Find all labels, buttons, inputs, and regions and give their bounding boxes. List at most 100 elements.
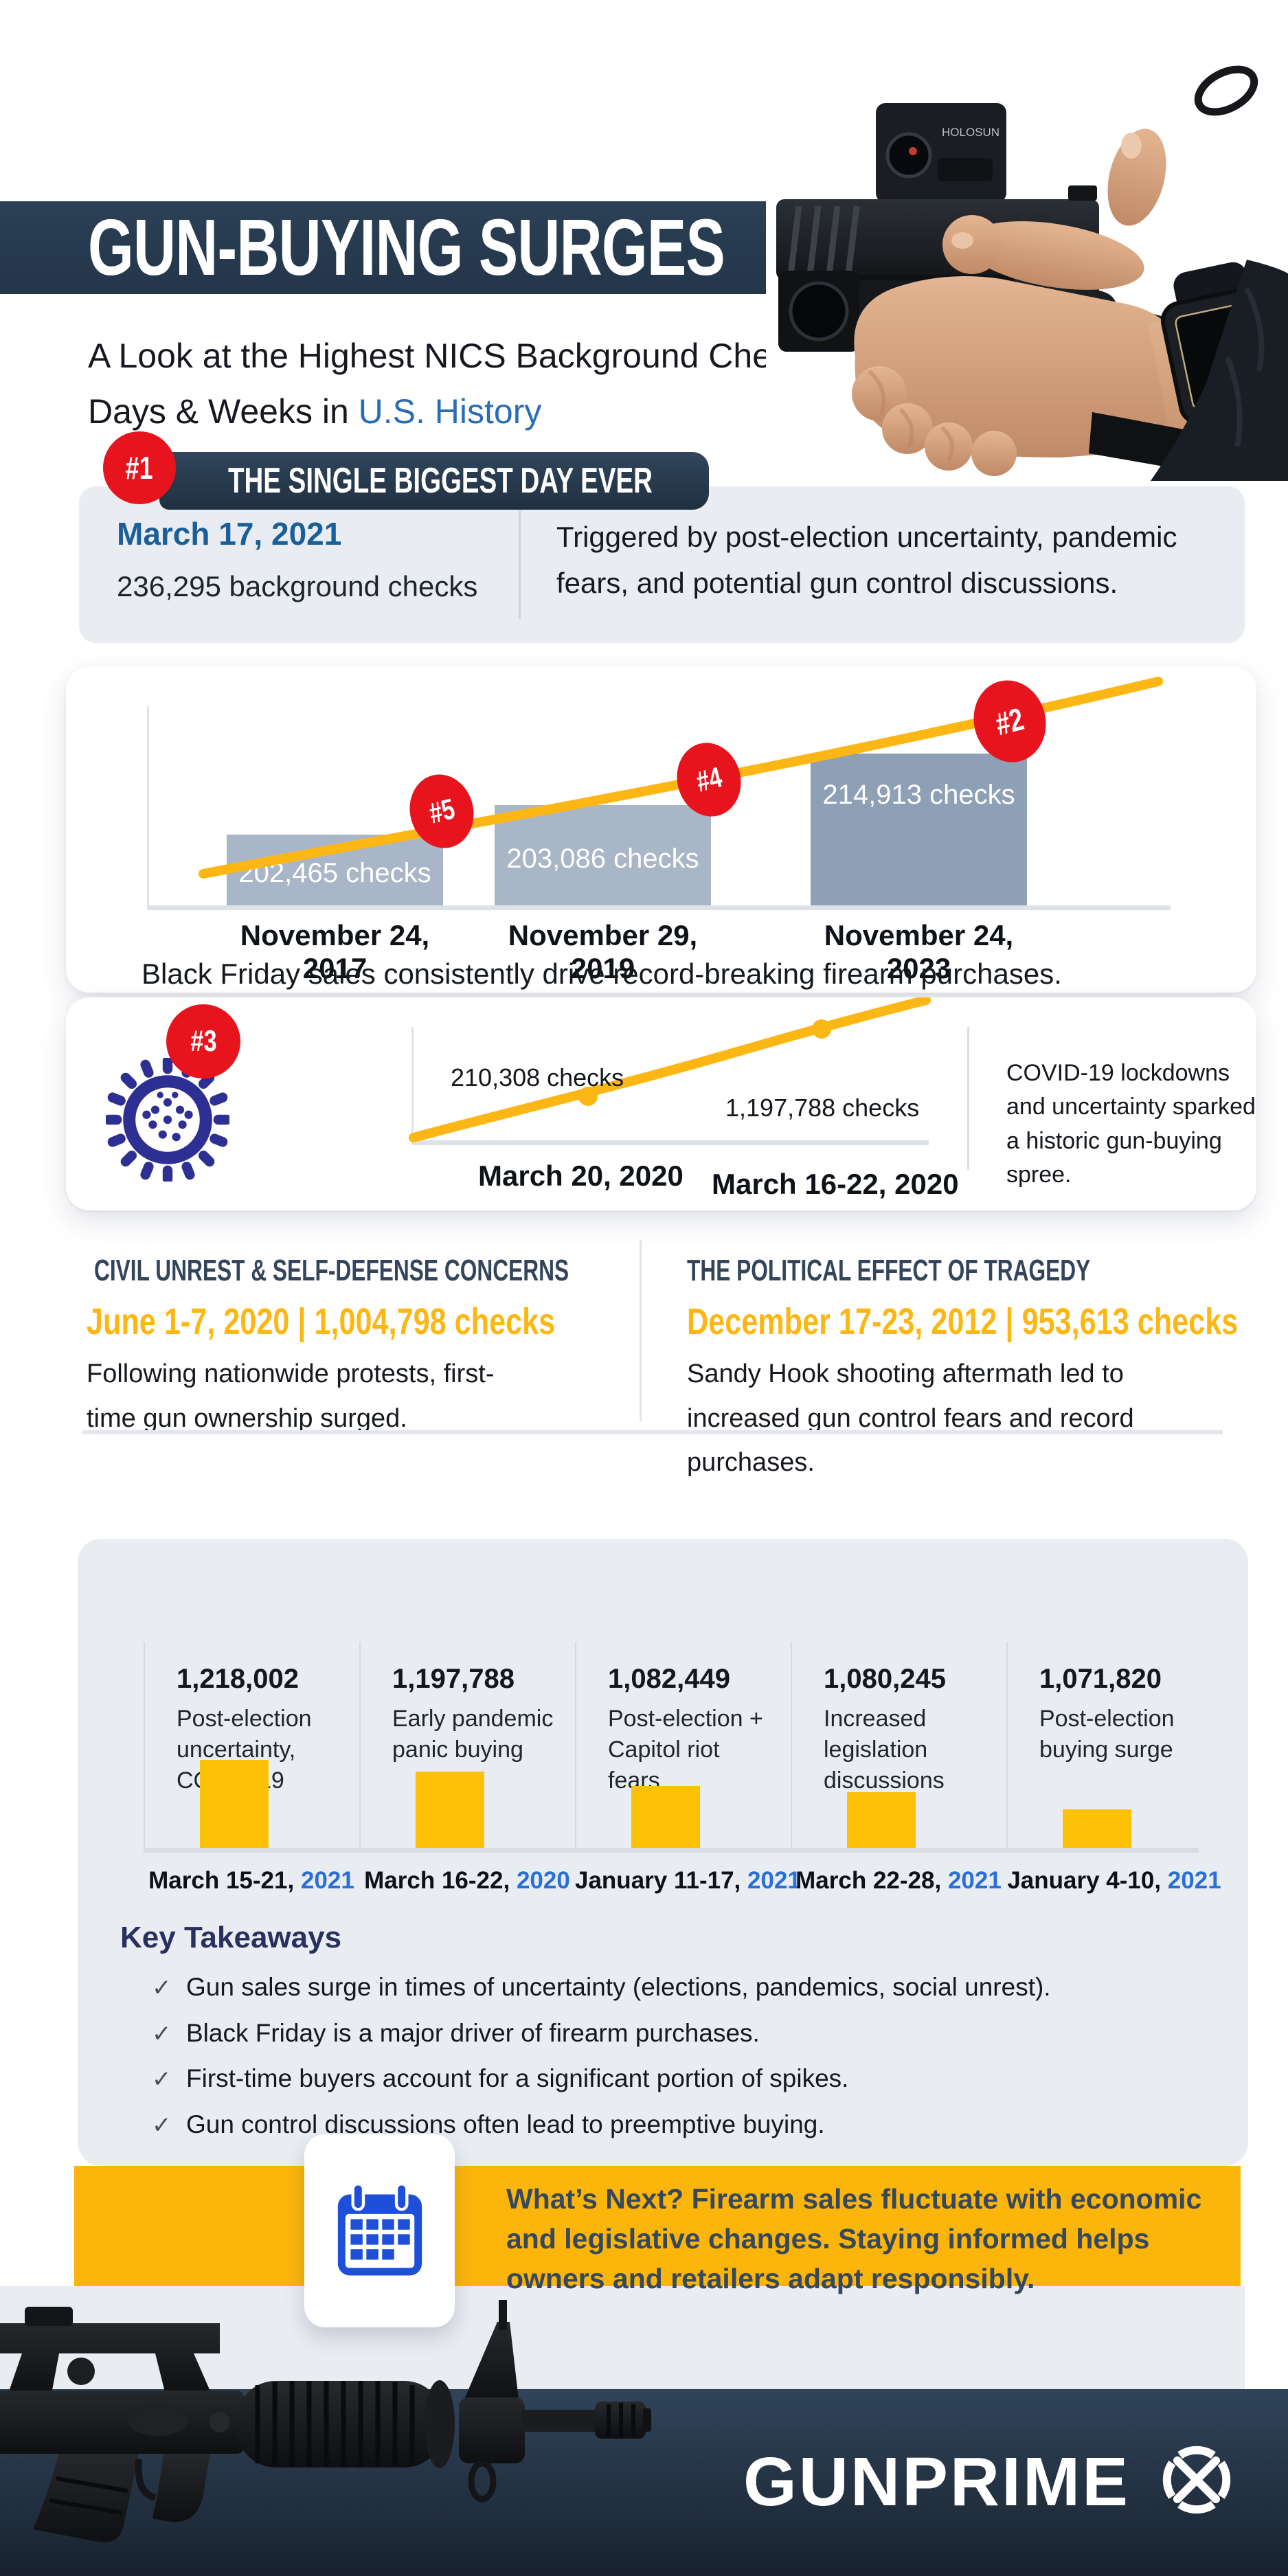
event2-heading: THE POLITICAL EFFECT OF TRAGEDY (687, 1254, 1091, 1287)
bar-2019: 203,086 checks (495, 805, 711, 905)
column-divider (144, 1642, 145, 1848)
calendar-card (304, 2134, 455, 2327)
carry-handle (0, 2307, 220, 2397)
red-dot-optic-icon: HOLOSUN (876, 103, 1006, 203)
event1-stat: June 1-7, 2020 | 1,004,798 checks (87, 1301, 556, 1342)
fingertip (1107, 128, 1166, 226)
bar-2017-label: 202,465 checks (238, 858, 431, 888)
week-bar (847, 1792, 916, 1848)
week-value: 1,218,002 (177, 1664, 299, 1694)
pandemic-point2-date: March 16-22, 2020 (712, 1168, 959, 1200)
takeaway-item: ✓ Gun control discussions often lead to p… (152, 2110, 825, 2138)
column-divider (359, 1642, 361, 1848)
pandemic-point1-label: 210,308 checks (451, 1063, 624, 1092)
muzzle-device (595, 2402, 651, 2439)
bar-2019-date: November 29, 2019 (508, 919, 698, 984)
event2-description: Sandy Hook shooting aftermath led to inc… (687, 1359, 1134, 1478)
rank-number: 2 (376, 1569, 514, 1651)
bar-2019-label: 203,086 checks (506, 844, 699, 874)
week-date: March 16-22, 2020 (364, 1867, 570, 1894)
pandemic-card: #3 (66, 997, 1256, 1210)
trigger-guard (135, 2459, 157, 2501)
bar-2023-date: November 24, 2023 (824, 919, 1014, 984)
top5-baseline (144, 1848, 1199, 1853)
week-description: Early pandemic panic buying (392, 1706, 554, 1763)
top5-column-5: 5 1,071,820 Post-election buying surge J… (1006, 1539, 1222, 2166)
week-description: Post-election buying surge (1039, 1706, 1175, 1763)
y-axis (147, 706, 149, 905)
vertical-divider (519, 510, 521, 619)
column-divider (1006, 1642, 1008, 1848)
pandemic-point1-date: March 20, 2020 (478, 1160, 683, 1192)
lanyard-loop (1194, 65, 1258, 116)
pistol-hand-photo: HOLOSUN TLR-1 HL www.STREAMLIGHT.com (766, 0, 1288, 481)
front-sight (459, 2300, 525, 2502)
week-description: Increased legislation discussions (824, 1706, 945, 1794)
sleeve (1151, 260, 1288, 481)
section1-banner-label: THE SINGLE BIGGEST DAY EVER (228, 461, 653, 501)
rifle-photo (0, 2294, 653, 2576)
rank-number: 3 (592, 1569, 730, 1651)
check-icon: ✓ (152, 2021, 172, 2047)
pandemic-x-axis (411, 1140, 929, 1145)
bar-2023: 214,913 checks (811, 754, 1027, 905)
week-value: 1,082,449 (608, 1664, 730, 1694)
week-bar (416, 1772, 484, 1848)
main-title-line2: GUN-BUYING SURGES (88, 203, 725, 292)
week-value: 1,071,820 (1039, 1664, 1162, 1694)
week-value: 1,197,788 (392, 1664, 515, 1694)
vertical-divider (967, 1027, 969, 1170)
events-divider (640, 1240, 642, 1421)
biggest-day-card: March 17, 2021 236,295 background checks… (79, 486, 1245, 643)
week-bar (200, 1760, 269, 1848)
event2-stat: December 17-23, 2012 | 953,613 checks (687, 1301, 1239, 1342)
rifle-magazine (33, 2454, 139, 2542)
top5-column-1: 1 1,218,002 Post-election uncertainty, C… (144, 1539, 359, 2166)
check-icon: ✓ (152, 2112, 172, 2138)
svg-text:HOLOSUN: HOLOSUN (942, 126, 999, 139)
week-bar (1063, 1809, 1131, 1848)
rank-number: 5 (1024, 1569, 1161, 1651)
x-axis (147, 905, 1171, 910)
bar-2023-label: 214,913 checks (822, 780, 1015, 810)
black-friday-caption: Black Friday sales consistently drive re… (142, 958, 1062, 990)
pandemic-y-axis (411, 1027, 414, 1142)
rank-number: 4 (808, 1569, 945, 1651)
biggest-day-stat: 236,295 background checks (117, 570, 478, 602)
receiver (0, 2391, 244, 2454)
bar-2017: 202,465 checks (227, 835, 443, 905)
week-date: March 15-21, 2021 (148, 1867, 354, 1894)
event1-description: Following nationwide protests, first-tim… (87, 1359, 495, 1433)
bar-2017-date: November 24, 2017 (240, 919, 430, 984)
brand-logo-text: GUNPRIME (743, 2443, 1130, 2520)
takeaway-item: ✓ First-time buyers account for a signifi… (152, 2064, 849, 2092)
week-description: Post-election + Capitol riot fears (608, 1706, 763, 1794)
rank-number: 1 (161, 1569, 298, 1651)
top5-column-3: 3 1,082,449 Post-election + Capitol riot… (575, 1539, 801, 2166)
subtitle: A Look at the Highest NICS Background Ch… (88, 337, 806, 431)
virus-icon (106, 1058, 229, 1182)
week-date: January 4-10, 2021 (1007, 1867, 1221, 1894)
column-divider (791, 1642, 792, 1848)
pistol-grip (152, 2454, 210, 2522)
hand (852, 215, 1187, 476)
rank-badge-1: #1 (103, 431, 176, 504)
brand-logo-icon (1160, 2443, 1234, 2520)
barrel (522, 2410, 598, 2432)
week-date: January 11-17, 2021 (575, 1867, 801, 1894)
data-point-2 (812, 1019, 831, 1039)
biggest-day-date: March 17, 2021 (117, 516, 342, 552)
pandemic-point2-label: 1,197,788 checks (725, 1094, 920, 1122)
key-takeaways-heading: Key Takeaways (120, 1921, 342, 1954)
section1-banner: THE SINGLE BIGGEST DAY EVER (159, 452, 709, 510)
rank-badge-3: #3 (166, 1004, 240, 1078)
event1-heading: CIVIL UNREST & SELF-DEFENSE CONCERNS (94, 1254, 569, 1287)
top5-title: THE TOP 5 HIGHEST WEEKS FOR NICS BACKGRO… (91, 1470, 1288, 1516)
top5-card: 1 1,218,002 Post-election uncertainty, C… (78, 1539, 1248, 2166)
check-icon: ✓ (152, 1975, 172, 2001)
subtitle-highlight: U.S. History (358, 392, 542, 431)
black-friday-chart-card: 202,465 checks 203,086 checks 214,913 ch… (66, 666, 1256, 993)
calendar-icon (337, 2182, 422, 2275)
horizontal-divider (82, 1430, 1223, 1434)
